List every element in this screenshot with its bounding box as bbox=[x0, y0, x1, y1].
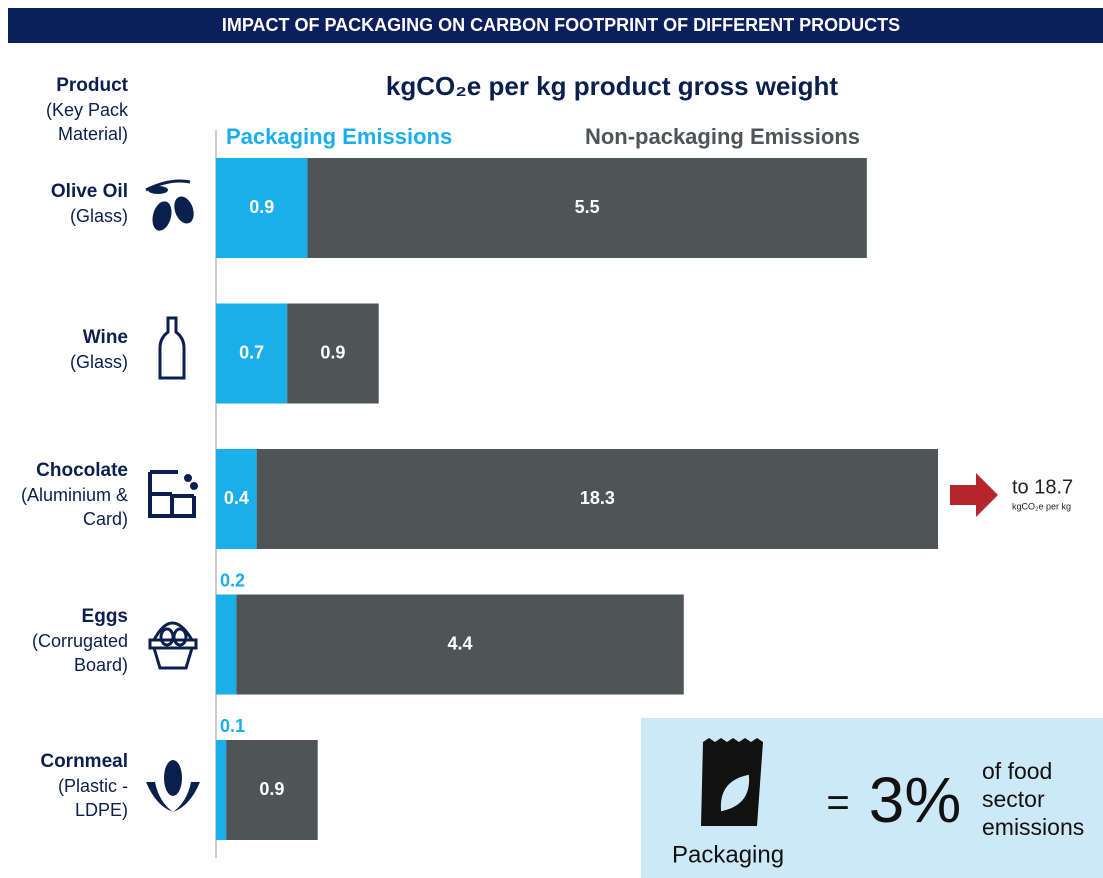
category-material: (Corrugated Board) bbox=[31, 630, 128, 675]
header: IMPACT OF PACKAGING ON CARBON FOOTPRINT … bbox=[222, 15, 900, 35]
bar-segment bbox=[216, 158, 308, 258]
category-material: (Glass) bbox=[70, 351, 128, 372]
icon-eggs bbox=[148, 621, 198, 670]
value-label: 0.2 bbox=[220, 570, 245, 590]
value-label: 0.9 bbox=[259, 779, 284, 799]
category-label: Cornmeal (Plastic - LDPE) bbox=[16, 750, 128, 822]
bar-segment bbox=[226, 740, 318, 840]
bar-segment bbox=[307, 158, 867, 258]
bar-segment bbox=[236, 594, 684, 695]
category-label: Olive Oil (Glass) bbox=[16, 180, 128, 228]
value-label: 4.4 bbox=[448, 633, 473, 653]
category-name: Cornmeal bbox=[40, 751, 128, 772]
icon-chocolate bbox=[148, 470, 198, 518]
value-label: 0.9 bbox=[249, 197, 274, 217]
icon-wine bbox=[158, 316, 186, 380]
icon-olive bbox=[145, 179, 194, 231]
value-label: 18.3 bbox=[580, 488, 615, 508]
callout-value: 3% bbox=[869, 764, 962, 836]
category-name: Chocolate bbox=[36, 460, 128, 481]
category-material: (Aluminium & Card) bbox=[20, 485, 128, 529]
value-label: 0.7 bbox=[239, 342, 264, 362]
value-label: 5.5 bbox=[575, 197, 600, 217]
category-material: (Glass) bbox=[70, 206, 128, 226]
bar-segment bbox=[216, 594, 237, 695]
callout-label: Packaging bbox=[672, 841, 784, 868]
value-label: 0.1 bbox=[220, 716, 245, 736]
callout-equals: = bbox=[826, 781, 849, 825]
icon-corn bbox=[146, 760, 200, 812]
chart-title: kgCO₂e per kg product gross weight bbox=[386, 71, 839, 101]
annotation-arrow bbox=[950, 473, 998, 517]
bar-segment bbox=[287, 303, 379, 404]
bar-segment bbox=[216, 449, 257, 549]
category-label: Eggs (Corrugated Board) bbox=[16, 605, 128, 677]
category-name: Eggs bbox=[81, 605, 128, 627]
icon-bag bbox=[701, 738, 763, 826]
bar-segment bbox=[216, 303, 288, 404]
value-label: 0.9 bbox=[320, 342, 345, 362]
header-band bbox=[8, 8, 1103, 43]
legend-entry: Packaging Emissions bbox=[226, 124, 452, 149]
value-label: 0.4 bbox=[224, 488, 249, 508]
category-name: Wine bbox=[82, 326, 128, 348]
category-material: (Plastic - LDPE) bbox=[57, 776, 128, 820]
category-heading-block: Product (Key Pack Material) bbox=[16, 74, 128, 146]
annotation-unit: kgCO₂e per kg bbox=[1012, 501, 1071, 511]
category-heading: Product bbox=[56, 75, 128, 96]
category-label: Chocolate (Aluminium & Card) bbox=[16, 459, 128, 531]
category-name: Olive Oil bbox=[50, 181, 128, 202]
category-subheading: (Key Pack Material) bbox=[45, 100, 128, 144]
callout-text: of food sector emissions bbox=[982, 758, 1084, 840]
bar-segment bbox=[256, 449, 938, 549]
legend-entry: Non-packaging Emissions bbox=[585, 124, 860, 149]
annotation: to 18.7 bbox=[1012, 476, 1073, 498]
bar-segment bbox=[216, 740, 227, 840]
category-label: Wine (Glass) bbox=[16, 326, 128, 374]
bars bbox=[216, 158, 938, 840]
